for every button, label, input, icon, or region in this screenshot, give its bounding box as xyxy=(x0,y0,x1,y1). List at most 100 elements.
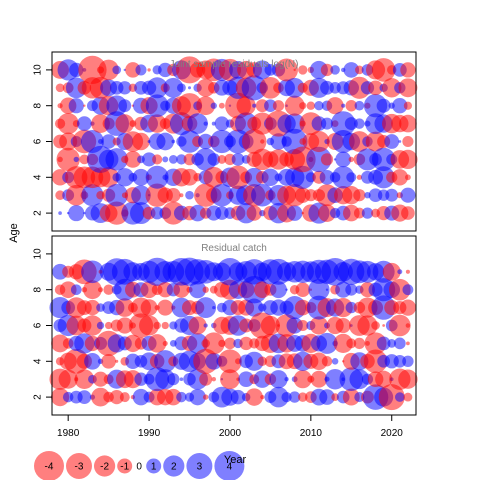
legend-label: 1 xyxy=(151,462,157,473)
bubble xyxy=(398,78,418,98)
bubble xyxy=(135,64,147,76)
bubble xyxy=(353,207,365,219)
bubble xyxy=(179,377,184,381)
bubble xyxy=(345,283,358,296)
bubble xyxy=(403,101,413,110)
bubble xyxy=(176,83,186,93)
bubbles-survey xyxy=(51,55,418,225)
bubble xyxy=(402,284,414,296)
bubble xyxy=(220,369,240,390)
legend-bubble xyxy=(117,458,133,474)
bubble xyxy=(176,93,203,119)
bubble xyxy=(346,172,357,183)
bubble xyxy=(176,391,187,403)
bubble xyxy=(74,369,95,390)
bubble xyxy=(371,147,396,172)
bubble xyxy=(230,389,246,405)
bubble xyxy=(105,201,129,225)
bubble xyxy=(318,204,336,222)
bubble xyxy=(134,372,148,386)
bubble xyxy=(371,321,380,330)
bubble xyxy=(345,99,358,112)
bubble xyxy=(157,299,174,316)
bubble xyxy=(115,168,135,187)
bubble xyxy=(275,58,299,82)
bubble xyxy=(50,387,70,407)
bubble xyxy=(404,174,411,181)
bubble xyxy=(181,168,198,186)
legend-label: 3 xyxy=(197,462,203,473)
x-tick-label: 2010 xyxy=(300,428,323,439)
bubble xyxy=(77,390,92,404)
bubble xyxy=(189,388,206,406)
bubble xyxy=(55,190,65,200)
bubble xyxy=(101,134,116,149)
bubble xyxy=(281,391,292,403)
bubble xyxy=(168,155,178,164)
bubble xyxy=(105,148,128,171)
bubble xyxy=(68,98,84,114)
bubble xyxy=(70,284,82,296)
y-axis-label: Age xyxy=(8,223,20,243)
bubble xyxy=(384,134,400,149)
bubble xyxy=(398,140,402,143)
bubble xyxy=(162,156,169,163)
legend-label: 2 xyxy=(171,462,177,473)
bubble xyxy=(284,95,305,116)
bubble xyxy=(353,189,366,202)
bubble xyxy=(331,358,339,365)
bubble xyxy=(81,184,104,207)
bubble xyxy=(405,323,411,328)
bubble xyxy=(51,334,70,353)
bubble xyxy=(285,288,288,291)
legend-label: 0 xyxy=(136,462,142,473)
bubble xyxy=(382,324,385,327)
panel-survey: Joint sample residuals log(N) 2 4 6 8 10 xyxy=(33,51,418,232)
bubble xyxy=(246,205,262,221)
bubble xyxy=(73,156,79,163)
bubble xyxy=(308,130,330,153)
bubble xyxy=(167,373,180,386)
bubble xyxy=(343,62,360,78)
bubble xyxy=(207,153,221,166)
legend-bubble xyxy=(34,451,64,481)
y-tick-label: 8 xyxy=(33,286,44,292)
bubble xyxy=(331,166,355,189)
bubble xyxy=(356,174,362,180)
bubble xyxy=(308,279,330,301)
bubble xyxy=(397,269,403,275)
bubble xyxy=(115,359,119,363)
bubble xyxy=(84,352,101,370)
bubble xyxy=(139,315,160,336)
bubble xyxy=(156,132,175,151)
x-tick-label: 2020 xyxy=(381,428,404,439)
bubble xyxy=(163,77,184,98)
bubble xyxy=(147,68,151,72)
bubble xyxy=(103,284,114,295)
bubble xyxy=(68,205,85,222)
bubble xyxy=(97,287,104,293)
bubble xyxy=(245,298,264,317)
bubble xyxy=(331,393,339,401)
bubble xyxy=(393,337,406,350)
bubble xyxy=(395,392,405,402)
bubble xyxy=(112,65,122,75)
bubble xyxy=(355,65,364,75)
bubble xyxy=(179,193,184,198)
bubble xyxy=(178,130,201,153)
bubble xyxy=(59,132,78,151)
bubble xyxy=(354,118,365,129)
bubble xyxy=(405,269,410,274)
bubble xyxy=(297,392,308,402)
bubble xyxy=(310,370,328,388)
y-tick-label: 10 xyxy=(33,64,44,76)
bubble xyxy=(354,100,365,111)
bubble xyxy=(132,168,150,186)
bubble xyxy=(161,321,169,330)
bubble xyxy=(59,281,77,299)
bubble xyxy=(211,376,217,382)
bubble xyxy=(109,390,124,405)
bubble xyxy=(297,319,309,332)
bubble xyxy=(368,80,383,96)
